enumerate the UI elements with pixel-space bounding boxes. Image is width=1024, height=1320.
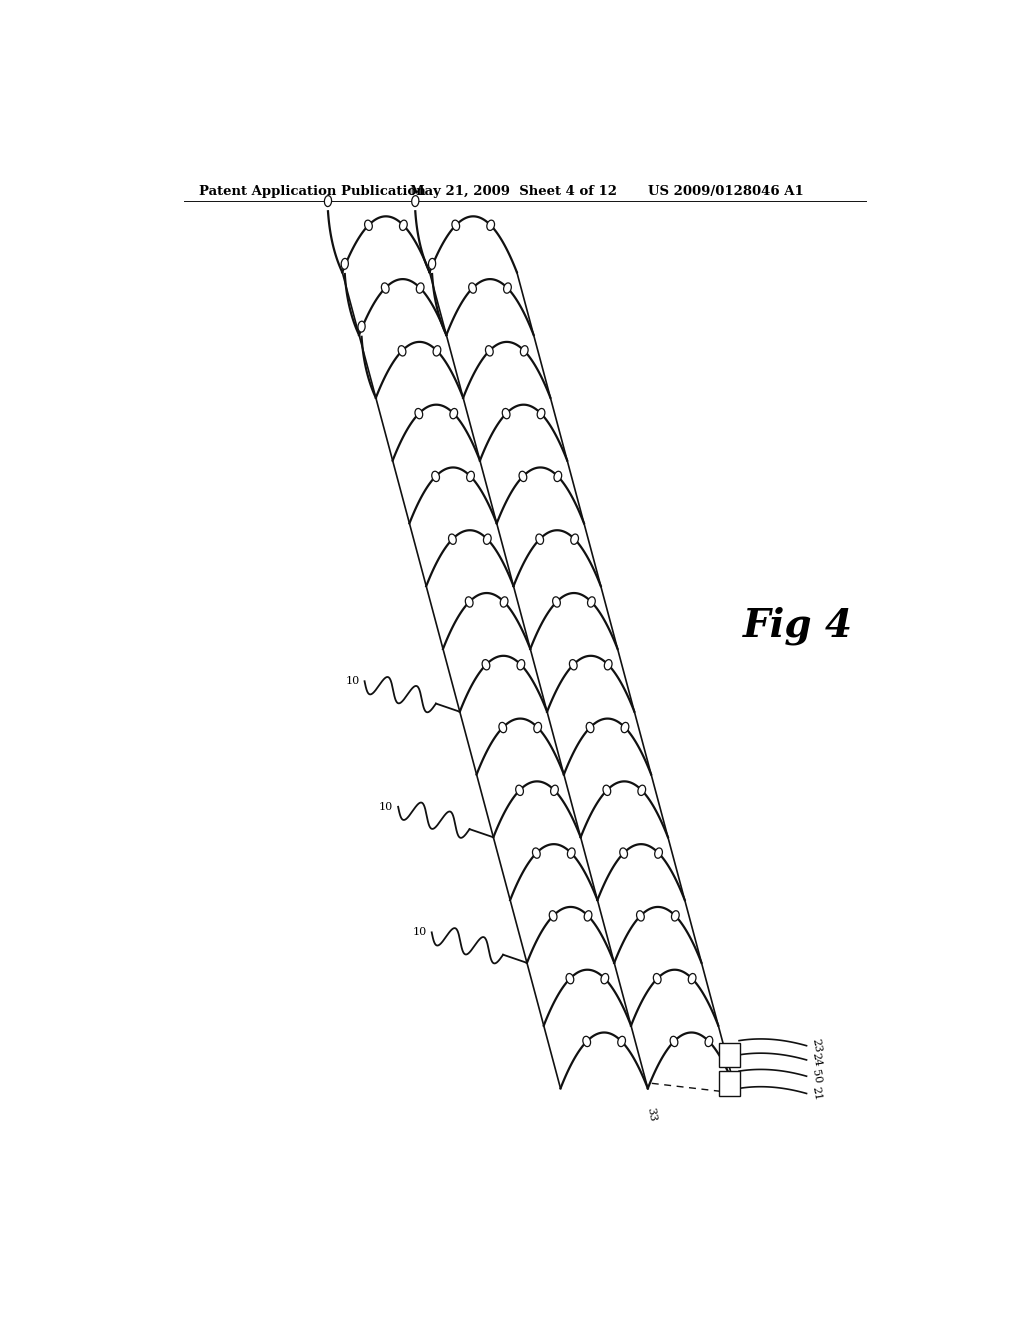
Ellipse shape — [465, 597, 473, 607]
Ellipse shape — [604, 660, 612, 671]
Ellipse shape — [365, 220, 373, 231]
Ellipse shape — [654, 847, 663, 858]
Ellipse shape — [483, 535, 492, 544]
Ellipse shape — [325, 195, 332, 206]
Text: 23: 23 — [811, 1038, 823, 1053]
Ellipse shape — [603, 785, 610, 796]
Ellipse shape — [452, 220, 460, 231]
Ellipse shape — [706, 1036, 713, 1047]
Ellipse shape — [502, 408, 510, 418]
Ellipse shape — [617, 1036, 626, 1047]
Ellipse shape — [554, 471, 562, 482]
Ellipse shape — [688, 974, 696, 983]
Ellipse shape — [449, 535, 457, 544]
Ellipse shape — [588, 597, 595, 607]
Ellipse shape — [567, 847, 575, 858]
Ellipse shape — [398, 346, 406, 356]
Ellipse shape — [415, 408, 423, 418]
Ellipse shape — [570, 535, 579, 544]
Ellipse shape — [417, 282, 424, 293]
Text: 21: 21 — [811, 1085, 823, 1101]
Text: Fig 4: Fig 4 — [743, 607, 853, 645]
Ellipse shape — [450, 408, 458, 418]
Ellipse shape — [653, 974, 662, 983]
Ellipse shape — [381, 282, 389, 293]
Ellipse shape — [501, 597, 508, 607]
Ellipse shape — [519, 471, 526, 482]
Ellipse shape — [485, 346, 494, 356]
Ellipse shape — [516, 785, 523, 796]
Ellipse shape — [486, 220, 495, 231]
Text: US 2009/0128046 A1: US 2009/0128046 A1 — [648, 185, 804, 198]
Ellipse shape — [520, 346, 528, 356]
Ellipse shape — [620, 847, 628, 858]
Ellipse shape — [566, 974, 573, 983]
Ellipse shape — [551, 785, 558, 796]
Ellipse shape — [504, 282, 511, 293]
Ellipse shape — [534, 722, 542, 733]
Ellipse shape — [584, 911, 592, 921]
Text: 10: 10 — [413, 928, 427, 937]
Ellipse shape — [432, 471, 439, 482]
Ellipse shape — [469, 282, 476, 293]
Ellipse shape — [358, 321, 366, 333]
Ellipse shape — [428, 259, 435, 269]
Ellipse shape — [622, 722, 629, 733]
Ellipse shape — [532, 847, 541, 858]
Ellipse shape — [672, 911, 679, 921]
Ellipse shape — [499, 722, 507, 733]
Ellipse shape — [433, 346, 440, 356]
Ellipse shape — [341, 259, 348, 269]
Ellipse shape — [549, 911, 557, 921]
Ellipse shape — [482, 660, 489, 671]
Ellipse shape — [586, 722, 594, 733]
Ellipse shape — [601, 974, 608, 983]
Ellipse shape — [569, 660, 578, 671]
Text: 10: 10 — [345, 676, 359, 686]
Ellipse shape — [517, 660, 524, 671]
FancyBboxPatch shape — [719, 1071, 740, 1096]
Ellipse shape — [399, 220, 408, 231]
Text: Patent Application Publication: Patent Application Publication — [200, 185, 426, 198]
Ellipse shape — [583, 1036, 591, 1047]
FancyBboxPatch shape — [719, 1043, 740, 1067]
Ellipse shape — [412, 195, 419, 206]
Text: 33: 33 — [645, 1106, 658, 1122]
Text: 10: 10 — [379, 801, 393, 812]
Ellipse shape — [670, 1036, 678, 1047]
Ellipse shape — [538, 408, 545, 418]
Ellipse shape — [467, 471, 474, 482]
Ellipse shape — [536, 535, 544, 544]
Ellipse shape — [638, 785, 645, 796]
Ellipse shape — [553, 597, 560, 607]
Text: 24: 24 — [811, 1052, 823, 1068]
Text: 50: 50 — [811, 1068, 823, 1084]
Ellipse shape — [637, 911, 644, 921]
Text: May 21, 2009  Sheet 4 of 12: May 21, 2009 Sheet 4 of 12 — [410, 185, 616, 198]
